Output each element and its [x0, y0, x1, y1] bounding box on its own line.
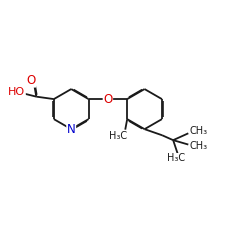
Text: N: N — [67, 123, 76, 136]
Text: CH₃: CH₃ — [190, 140, 208, 150]
Text: O: O — [103, 92, 113, 106]
Text: HO: HO — [8, 87, 25, 97]
Text: H₃C: H₃C — [109, 130, 127, 140]
Text: CH₃: CH₃ — [190, 126, 208, 136]
Text: O: O — [26, 74, 36, 87]
Text: H₃C: H₃C — [166, 154, 185, 164]
